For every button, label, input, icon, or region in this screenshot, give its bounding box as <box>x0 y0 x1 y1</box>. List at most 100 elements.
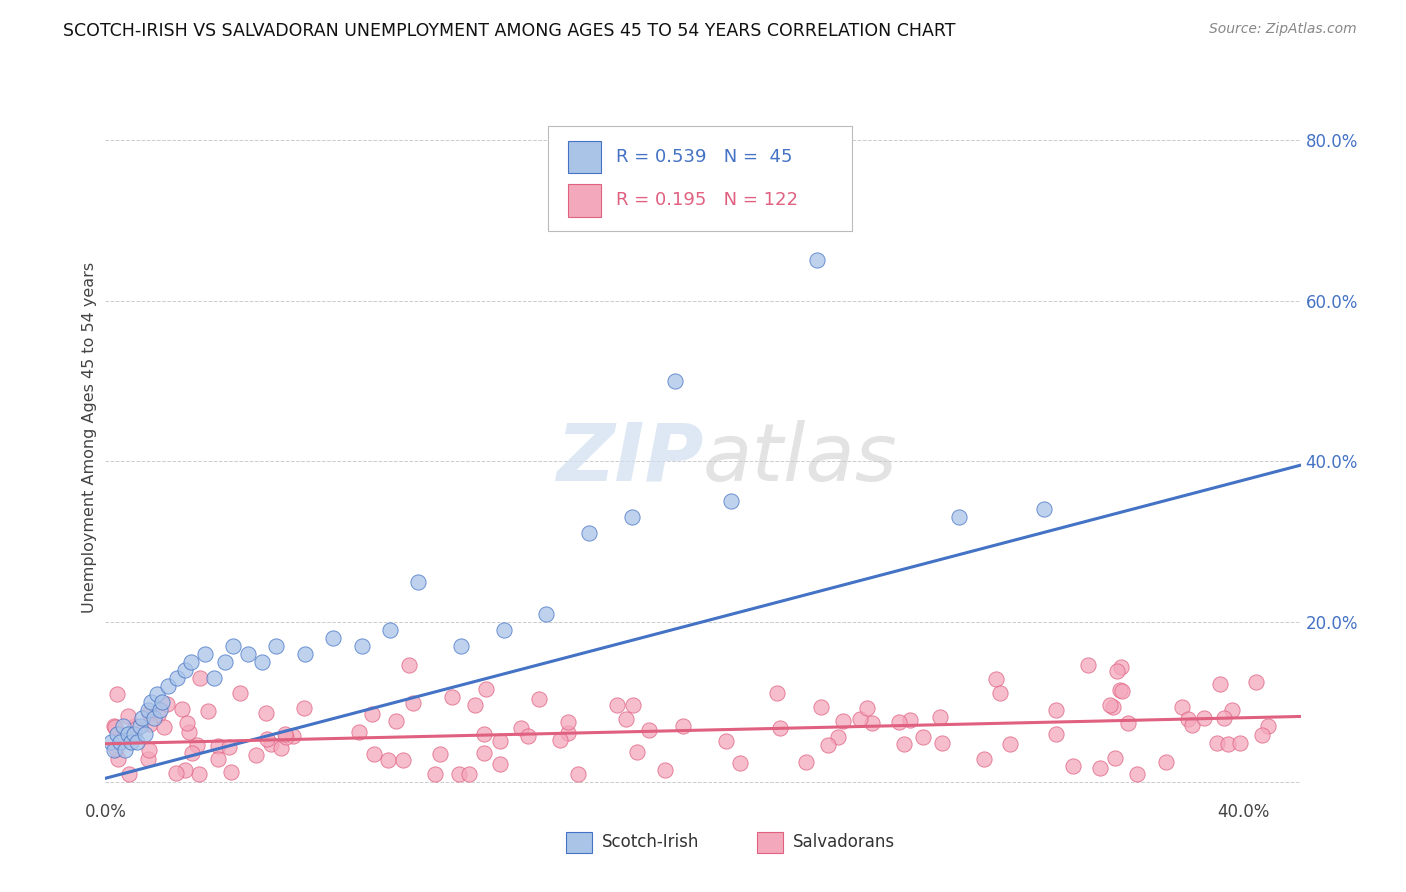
Point <box>1118 715 1140 730</box>
Point <box>516 730 538 744</box>
Point <box>638 723 661 738</box>
Point <box>165 766 187 780</box>
Point <box>928 710 950 724</box>
Point <box>274 727 297 741</box>
Point <box>134 727 156 741</box>
Point <box>720 494 742 508</box>
Y-axis label: Unemployment Among Ages 45 to 54 years: Unemployment Among Ages 45 to 54 years <box>82 261 97 613</box>
Point <box>441 690 464 705</box>
Point <box>391 753 413 767</box>
Point <box>188 767 211 781</box>
Point <box>139 695 162 709</box>
Point <box>489 757 512 772</box>
Point <box>138 743 160 757</box>
Point <box>557 714 579 729</box>
Point <box>401 696 423 710</box>
Point <box>1104 751 1126 765</box>
Point <box>1229 736 1251 750</box>
Text: ZIP: ZIP <box>555 420 703 498</box>
Point <box>806 253 828 268</box>
Point <box>1126 767 1149 781</box>
Point <box>124 719 146 733</box>
Point <box>188 671 211 685</box>
Text: Scotch-Irish: Scotch-Irish <box>602 833 699 851</box>
Point <box>117 727 139 741</box>
Point <box>281 729 304 743</box>
Point <box>817 738 839 752</box>
Point <box>363 747 385 762</box>
Point <box>557 726 579 740</box>
Point <box>887 714 910 729</box>
Point <box>898 713 921 727</box>
Point <box>142 711 165 725</box>
Point <box>197 704 219 718</box>
Point <box>207 752 229 766</box>
FancyBboxPatch shape <box>568 141 602 173</box>
FancyBboxPatch shape <box>547 127 852 231</box>
FancyBboxPatch shape <box>565 832 592 853</box>
Point <box>207 739 229 754</box>
Point <box>931 736 953 750</box>
Point <box>180 746 202 760</box>
Point <box>218 739 240 754</box>
Point <box>219 765 242 780</box>
Point <box>606 698 628 713</box>
FancyBboxPatch shape <box>756 832 783 853</box>
Point <box>450 639 472 653</box>
Point <box>361 707 384 722</box>
Point <box>449 767 471 781</box>
Text: atlas: atlas <box>703 420 898 498</box>
Point <box>100 735 122 749</box>
Point <box>1105 664 1128 678</box>
Point <box>125 735 148 749</box>
Point <box>157 679 180 693</box>
Point <box>172 702 194 716</box>
Point <box>138 706 160 720</box>
Point <box>229 685 252 699</box>
Point <box>472 746 495 760</box>
Point <box>1111 684 1133 698</box>
Point <box>973 752 995 766</box>
Point <box>292 701 315 715</box>
Point <box>1213 711 1236 725</box>
Point <box>489 734 512 748</box>
Point <box>186 738 208 752</box>
Point <box>131 711 153 725</box>
Point <box>117 709 139 723</box>
Point <box>621 698 644 713</box>
Point <box>114 743 136 757</box>
Point <box>472 727 495 741</box>
Text: SCOTCH-IRISH VS SALVADORAN UNEMPLOYMENT AMONG AGES 45 TO 54 YEARS CORRELATION CH: SCOTCH-IRISH VS SALVADORAN UNEMPLOYMENT … <box>63 22 956 40</box>
Point <box>103 743 125 757</box>
Point <box>122 727 145 741</box>
Point <box>177 725 200 739</box>
Point <box>527 691 550 706</box>
Point <box>620 510 643 524</box>
Point <box>1109 660 1132 674</box>
Point <box>1209 677 1232 691</box>
Point <box>398 658 420 673</box>
Point <box>202 671 225 685</box>
Point <box>120 735 142 749</box>
Point <box>1244 674 1267 689</box>
Point <box>347 725 370 739</box>
Point <box>236 647 259 661</box>
Point <box>567 767 589 781</box>
Point <box>350 639 373 653</box>
Point <box>912 731 935 745</box>
Point <box>510 721 533 735</box>
Point <box>425 767 447 781</box>
Point <box>1177 712 1199 726</box>
Point <box>810 700 832 714</box>
Point <box>1000 737 1022 751</box>
Point <box>457 767 479 781</box>
Point <box>1192 711 1215 725</box>
Point <box>654 763 676 777</box>
Point <box>860 715 883 730</box>
Point <box>986 673 1008 687</box>
Point <box>1220 703 1243 717</box>
Point <box>180 655 202 669</box>
Point <box>794 756 817 770</box>
Point <box>1099 698 1122 712</box>
Point <box>103 719 125 733</box>
